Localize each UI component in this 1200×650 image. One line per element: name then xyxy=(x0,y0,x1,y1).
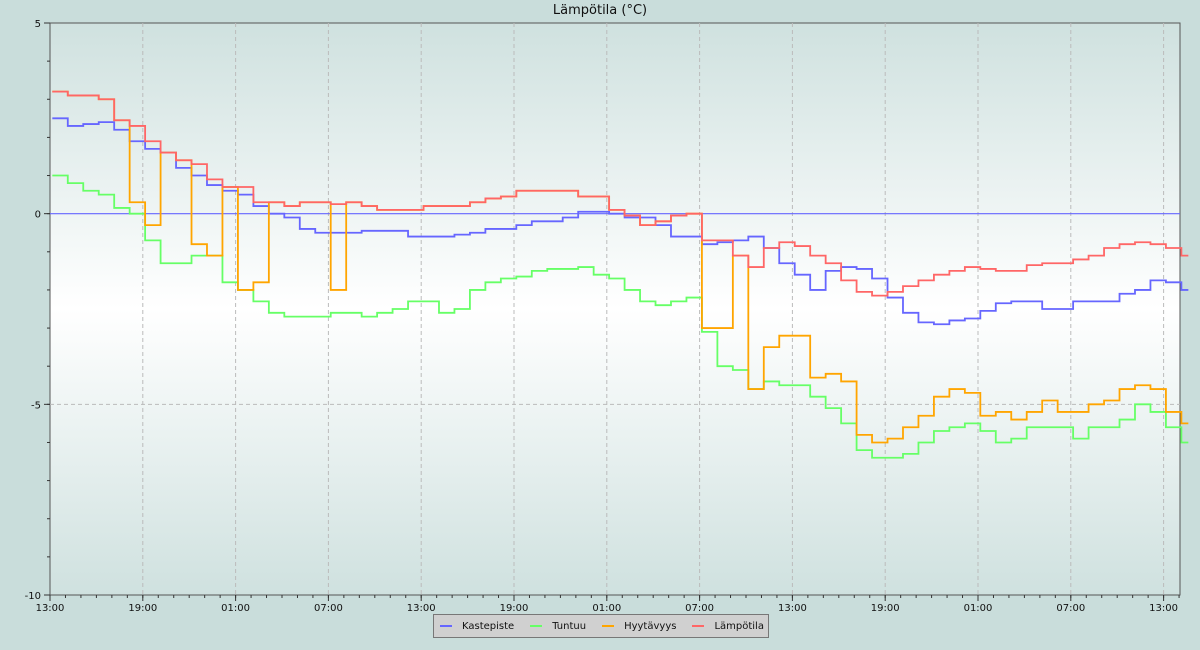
plot-area xyxy=(49,22,1181,596)
x-tick-label: 13:00 xyxy=(1149,603,1178,614)
x-tick-label: 13:00 xyxy=(36,603,65,614)
x-tick-label: 19:00 xyxy=(128,603,157,614)
legend: Kastepiste Tuntuu Hyytävyys Lämpötila xyxy=(433,614,769,638)
x-tick-label: 07:00 xyxy=(314,603,343,614)
legend-label: Kastepiste xyxy=(462,620,515,632)
y-tick-label: 5 xyxy=(35,19,41,30)
legend-swatch xyxy=(440,625,452,627)
legend-label: Lämpötila xyxy=(714,620,764,632)
legend-swatch xyxy=(530,625,543,627)
legend-item-lampotila: Lämpötila xyxy=(692,621,764,632)
y-tick-label: -10 xyxy=(25,591,41,602)
x-tick-label: 13:00 xyxy=(778,603,807,614)
x-tick-label: 13:00 xyxy=(407,603,436,614)
legend-label: Tuntuu xyxy=(552,620,587,632)
y-tick-label: 0 xyxy=(35,210,41,221)
x-tick-label: 01:00 xyxy=(964,603,993,614)
x-tick-label: 01:00 xyxy=(221,603,250,614)
legend-item-tuntuu: Tuntuu xyxy=(530,621,586,632)
legend-item-kastepiste: Kastepiste xyxy=(440,621,514,632)
y-tick-label: -5 xyxy=(31,400,41,411)
legend-label: Hyytävyys xyxy=(624,620,677,632)
x-tick-label: 19:00 xyxy=(871,603,900,614)
x-tick-label: 07:00 xyxy=(685,603,714,614)
chart-title: Lämpötila (°C) xyxy=(552,3,648,18)
x-tick-label: 19:00 xyxy=(500,603,529,614)
x-tick-label: 07:00 xyxy=(1056,603,1085,614)
legend-item-hyytavyys: Hyytävyys xyxy=(602,621,676,632)
legend-swatch xyxy=(692,625,705,627)
x-tick-label: 01:00 xyxy=(592,603,621,614)
legend-swatch xyxy=(602,625,615,627)
